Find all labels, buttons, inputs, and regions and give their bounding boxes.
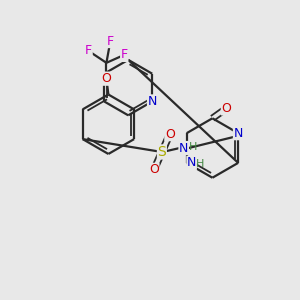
Text: O: O: [101, 72, 111, 85]
Text: N: N: [148, 95, 157, 108]
Text: F: F: [85, 44, 92, 57]
Text: O: O: [165, 128, 175, 141]
Text: N: N: [233, 127, 243, 140]
Text: N: N: [187, 156, 196, 170]
Text: N: N: [179, 142, 188, 154]
Text: O: O: [221, 102, 231, 115]
Text: F: F: [107, 34, 114, 47]
Text: H: H: [196, 159, 205, 169]
Text: F: F: [121, 48, 128, 62]
Text: H: H: [188, 142, 197, 152]
Text: O: O: [149, 163, 159, 176]
Text: S: S: [158, 145, 166, 159]
